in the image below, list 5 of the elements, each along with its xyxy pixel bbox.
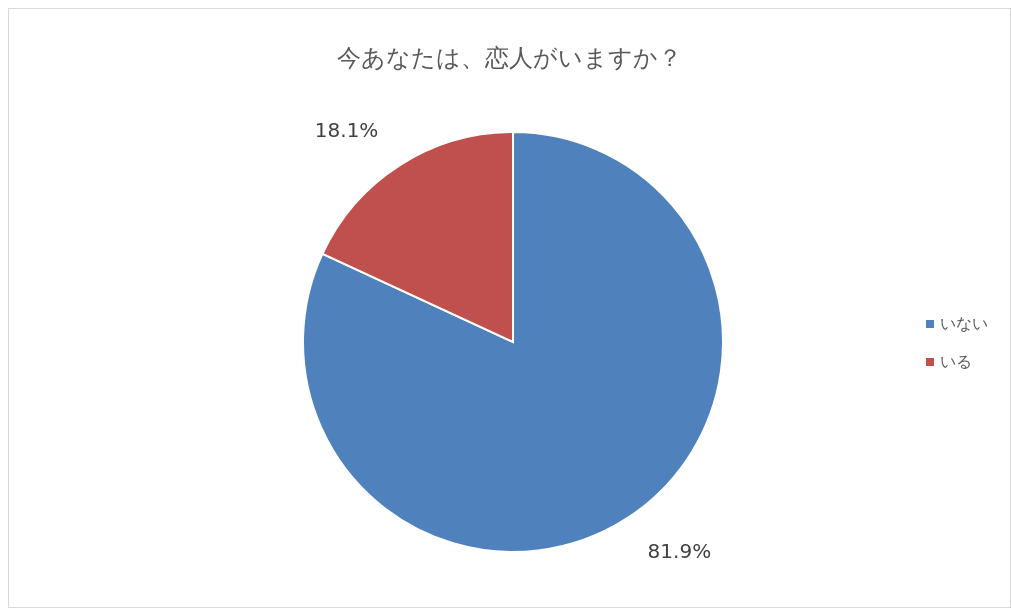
legend-label: いない bbox=[940, 313, 988, 333]
data-label: 18.1% bbox=[314, 117, 379, 142]
legend-label: いる bbox=[940, 351, 972, 371]
chart-title: 今あなたは、恋人がいますか？ bbox=[337, 44, 682, 72]
data-label: 81.9% bbox=[647, 539, 712, 564]
